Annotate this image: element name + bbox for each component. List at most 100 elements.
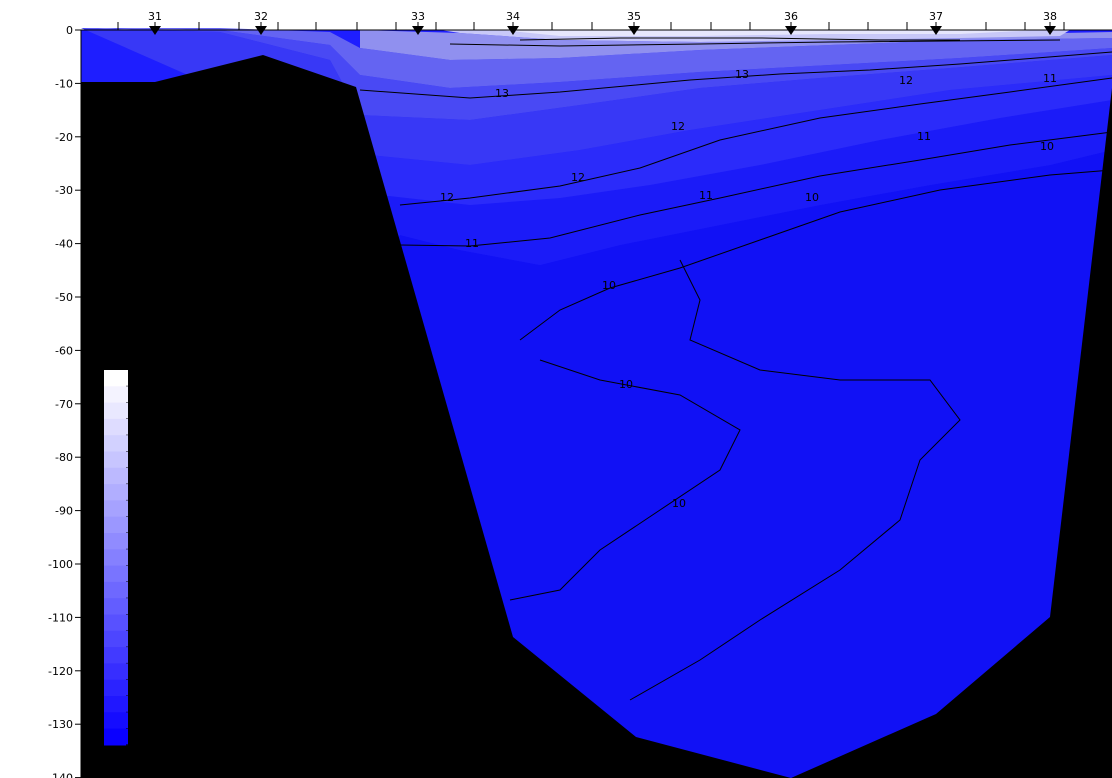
station-triangle-icon xyxy=(507,26,519,35)
y-tick-label: -40 xyxy=(55,238,73,251)
legend-label: 18 xyxy=(134,446,148,459)
y-tick-label: -130 xyxy=(48,718,73,731)
y-tick-label: -110 xyxy=(48,611,73,624)
contour-label: 10 xyxy=(619,378,633,391)
contour-label: 12 xyxy=(899,74,913,87)
station-label: 34 xyxy=(506,10,520,23)
station-label: 31 xyxy=(148,10,162,23)
contour-line-10c xyxy=(629,259,961,701)
legend-label: 17.5 xyxy=(134,462,159,475)
legend-label: 16 xyxy=(134,511,148,524)
legend-swatch xyxy=(104,614,128,632)
station-triangle-icon xyxy=(785,26,797,35)
legend-label: 11 xyxy=(134,674,148,687)
legend-swatch xyxy=(104,533,128,550)
seafloor-terrain xyxy=(81,55,1112,778)
y-tick-label: -140 xyxy=(48,772,73,778)
contour-label: 10 xyxy=(672,497,686,510)
legend-label: 13 xyxy=(134,609,148,622)
band-12 xyxy=(81,28,1112,88)
legend-swatch xyxy=(104,663,128,681)
legend-label: 14 xyxy=(134,576,148,589)
contour-label-group: 13 13 12 12 12 12 11 11 11 11 10 10 10 10 10 xyxy=(440,68,1057,510)
contour-label: 10 xyxy=(805,191,819,204)
legend-swatch xyxy=(104,630,128,648)
station-triangle-icon xyxy=(1044,26,1056,35)
legend-label: 20 xyxy=(134,380,148,393)
legend-swatch xyxy=(104,679,128,697)
legend-swatch xyxy=(104,370,128,387)
contour-line-11 xyxy=(399,131,1112,247)
legend: 20 19.5 19 18.5 18 17.5 17 16.5 16 15.5 15 14.5 14 13… xyxy=(104,370,159,752)
legend-label: 15 xyxy=(134,543,148,556)
contour-line-15 xyxy=(519,37,960,41)
legend-swatch xyxy=(104,549,128,567)
legend-label: 9.5 xyxy=(134,723,152,736)
legend-swatch xyxy=(104,386,128,404)
legend-label: 18.5 xyxy=(134,429,159,442)
legend-label: 19 xyxy=(134,413,148,426)
contour-lines xyxy=(359,37,1112,701)
legend-label: 10.5 xyxy=(134,690,159,703)
band-10 xyxy=(380,100,1112,265)
contour-line-13 xyxy=(359,51,1112,99)
legend-label: 19.5 xyxy=(134,397,159,410)
y-tick-label: -80 xyxy=(55,451,73,464)
station-triangle-icon xyxy=(930,26,942,35)
legend-swatch xyxy=(104,435,128,453)
contour-label: 12 xyxy=(440,191,454,204)
contour-label: 11 xyxy=(1043,72,1057,85)
y-tick-label: -90 xyxy=(55,505,73,518)
legend-label: 9 xyxy=(134,739,141,752)
legend-swatch xyxy=(104,516,128,534)
contour-label: 13 xyxy=(735,68,749,81)
y-tick-label: -20 xyxy=(55,131,73,144)
contour-label: 11 xyxy=(465,237,479,250)
y-tick-label: -30 xyxy=(55,184,73,197)
station-label: 33 xyxy=(411,10,425,23)
legend-label: 10 xyxy=(134,706,148,719)
legend-swatch xyxy=(104,500,128,518)
station-label: 38 xyxy=(1043,10,1057,23)
station-triangle-icon xyxy=(149,26,161,35)
contour-line-14 xyxy=(449,39,1061,47)
legend-swatch xyxy=(104,467,128,485)
legend-label: 11.5 xyxy=(134,657,159,670)
contour-line-10b xyxy=(509,359,741,601)
y-tick-label: -100 xyxy=(48,558,73,571)
contour-label: 13 xyxy=(495,87,509,100)
legend-swatch xyxy=(104,598,128,616)
y-tick-label: -120 xyxy=(48,665,73,678)
contour-label: 10 xyxy=(1040,140,1054,153)
station-label: 32 xyxy=(254,10,268,23)
y-tick-label: -60 xyxy=(55,344,73,357)
station-markers: 31 32 33 34 35 36 37 38 xyxy=(117,10,1065,35)
legend-swatch xyxy=(104,712,128,730)
legend-swatch xyxy=(104,696,128,713)
legend-label: 13.5 xyxy=(134,592,159,605)
legend-swatch xyxy=(104,451,128,469)
legend-label: 14.5 xyxy=(134,560,159,573)
legend-swatch xyxy=(104,581,128,599)
legend-label: 12.5 xyxy=(134,625,159,638)
legend-swatch xyxy=(104,484,128,501)
contour-label: 12 xyxy=(671,120,685,133)
contour-label: 11 xyxy=(917,130,931,143)
legend-label: 12 xyxy=(134,641,148,654)
legend-label: 15.5 xyxy=(134,527,159,540)
y-axis: 0 -10 -20 -30 -40 -50 -60 -70 -80 -90 -100 -110 -120… xyxy=(48,24,81,778)
y-tick-label: -50 xyxy=(55,291,73,304)
contour-label: 12 xyxy=(571,171,585,184)
band-11-5 xyxy=(81,28,1112,120)
legend-swatch xyxy=(104,647,128,664)
legend-swatch xyxy=(104,418,128,436)
legend-swatch xyxy=(104,728,128,746)
y-tick-label: 0 xyxy=(66,24,73,37)
band-10-5 xyxy=(370,75,1112,205)
station-triangle-icon xyxy=(628,26,640,35)
station-label: 36 xyxy=(784,10,798,23)
station-triangle-icon xyxy=(255,26,267,35)
station-label: 37 xyxy=(929,10,943,23)
contour-line-12 xyxy=(399,77,1112,206)
